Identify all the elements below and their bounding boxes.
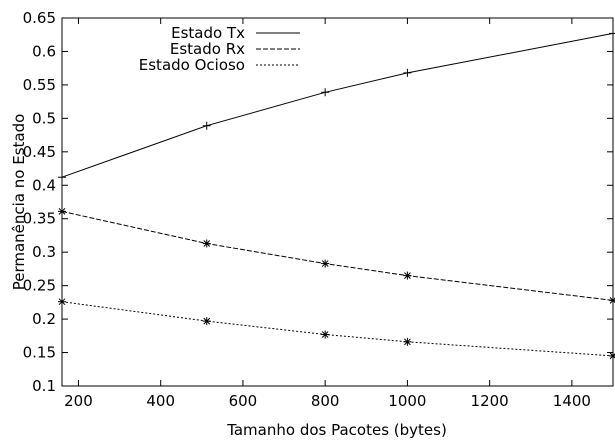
y-tick-label: 0.4 [32,176,56,194]
series-2 [58,207,615,305]
x-tick-label: 1200 [471,392,509,410]
data-point [609,351,615,360]
series-3 [58,297,615,360]
data-point [321,88,330,97]
y-axis: 0.1 0.15 0.2 0.25 0.3 0.35 0.4 0.45 0.5 0.55 0.6 0.… [23,9,613,395]
legend-label: Estado Ocioso [139,56,245,74]
marker-stroke [404,272,411,279]
marker-stroke [58,298,66,306]
x-tick-label: 400 [146,392,175,410]
marker-stroke [321,331,329,338]
data-point [321,330,330,339]
data-point [609,29,615,38]
y-tick-label: 0.25 [23,277,56,295]
marker-stroke [203,317,211,325]
series-line [61,210,614,301]
data-point [58,173,66,182]
data-point [58,207,66,216]
x-tick-label: 800 [311,392,340,410]
data-point [609,296,615,305]
marker-stroke [609,353,615,360]
y-axis-title: Permanência no Estado [10,114,28,291]
y-tick-label: 0.35 [23,210,56,228]
legend-label: Estado Tx [171,24,245,42]
series-layer [58,29,615,360]
y-tick-label: 0.45 [23,143,56,161]
y-tick-label: 0.5 [32,109,56,127]
x-tick-label: 200 [64,392,93,410]
x-axis: 200 400 600 800 1000 1200 1400 [64,18,591,410]
y-tick-label: 0.65 [23,9,56,27]
plot-frame [61,17,614,387]
y-tick-label: 0.6 [32,42,56,60]
marker-stroke [203,240,211,247]
data-point [202,121,211,130]
data-point [321,259,330,268]
legend-label: Estado Rx [170,40,245,58]
data-point [403,68,412,77]
x-tick-label: 600 [229,392,258,410]
marker-stroke [321,260,329,267]
x-tick-label: 1000 [388,392,426,410]
x-axis-title: Tamanho dos Pacotes (bytes) [226,421,447,439]
y-tick-label: 0.15 [23,344,56,362]
marker-stroke [609,297,615,304]
data-point [202,239,211,248]
x-tick-label: 1400 [553,392,591,410]
data-point [58,297,66,306]
data-point [202,317,211,326]
series-line [61,32,614,178]
y-tick-label: 0.3 [32,243,56,261]
data-point [403,337,412,346]
marker-stroke [404,338,411,346]
y-tick-label: 0.55 [23,76,56,94]
series-line [61,301,614,357]
y-tick-label: 0.2 [32,310,56,328]
marker-stroke [58,208,66,215]
series-1 [58,29,615,182]
y-tick-label: 0.1 [32,377,56,395]
data-point [403,271,412,280]
